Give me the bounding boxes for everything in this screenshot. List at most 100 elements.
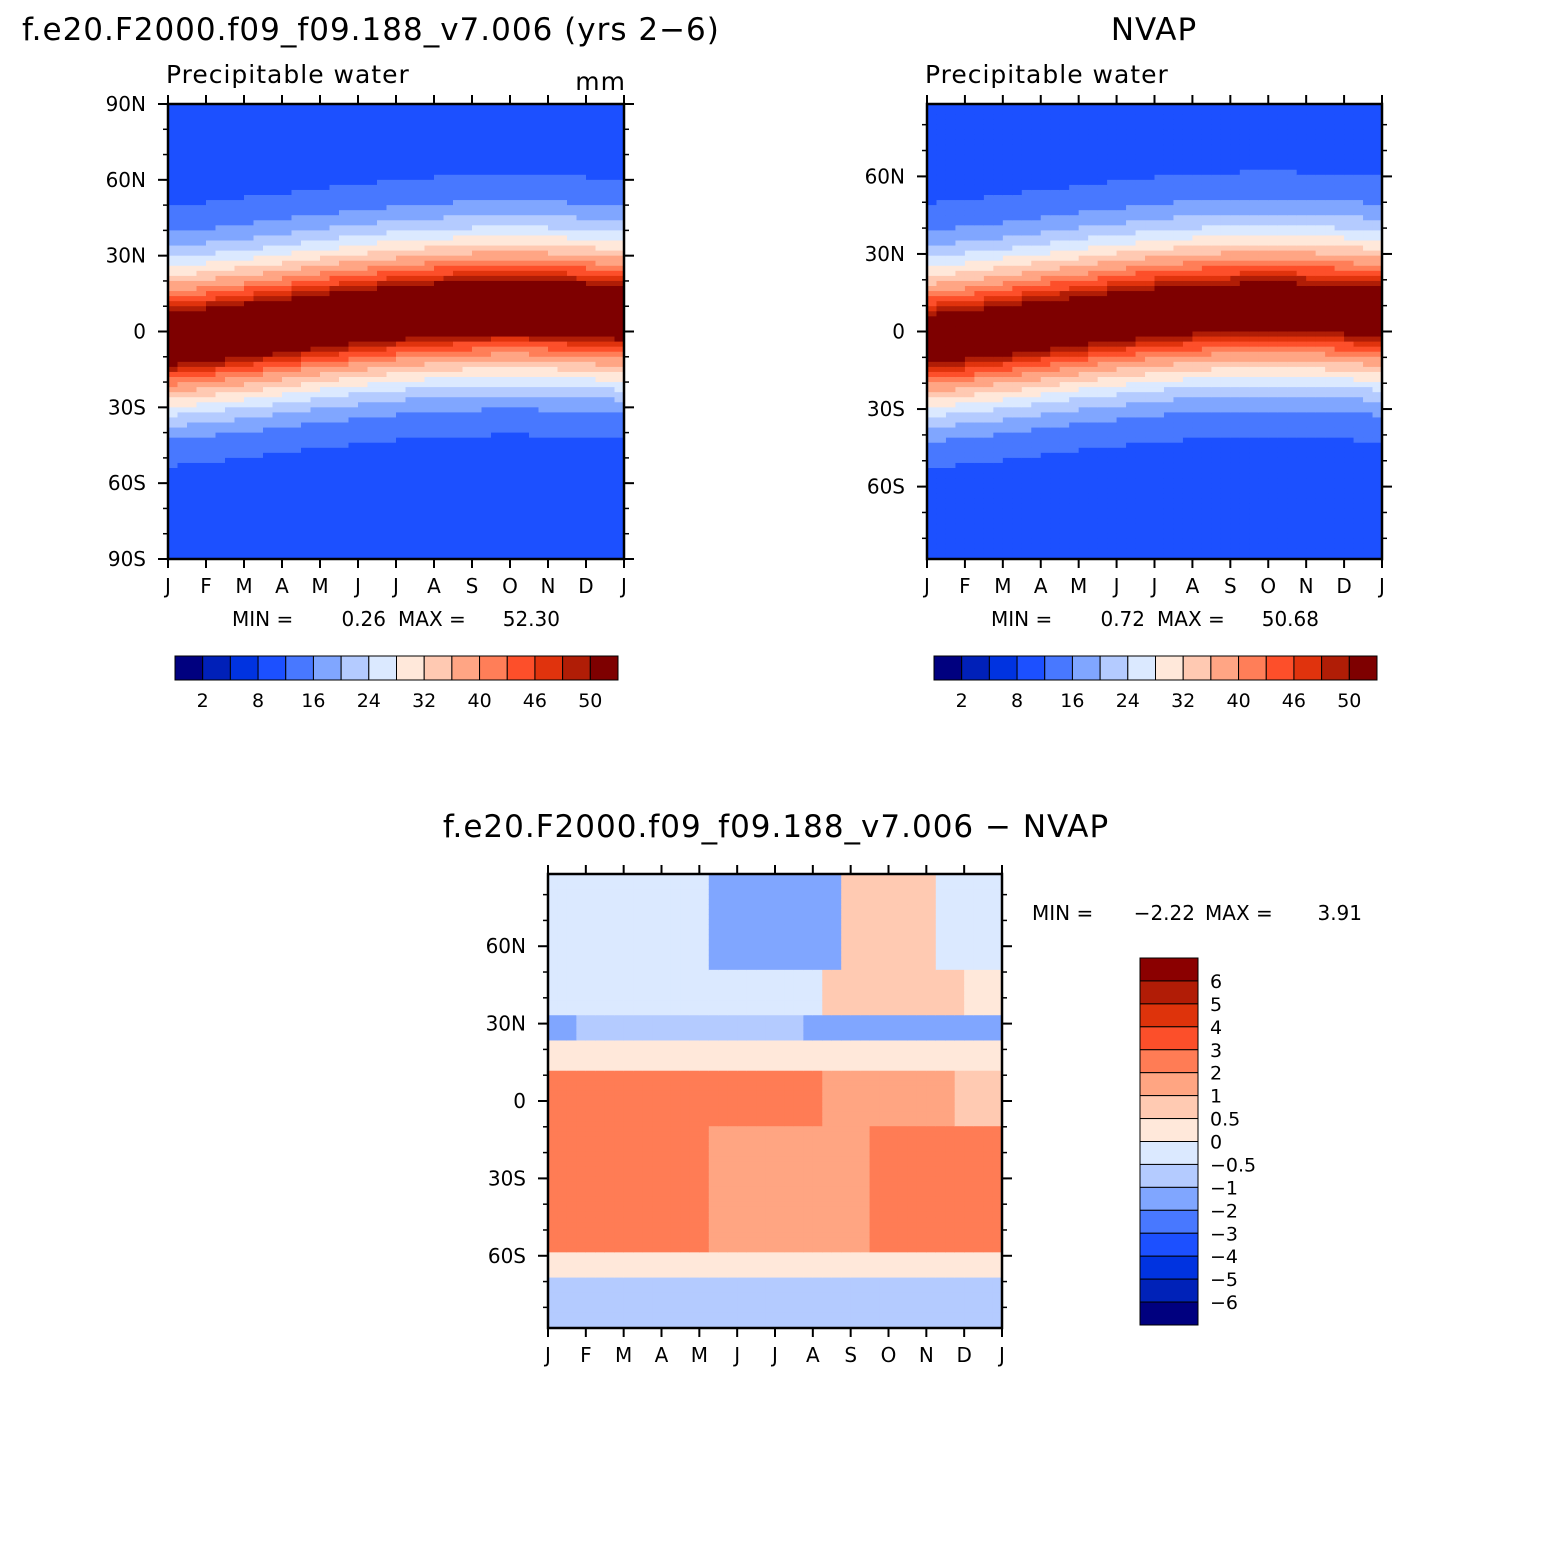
contour-cell <box>557 235 568 242</box>
contour-cell <box>405 291 416 297</box>
contour-cell <box>187 311 198 317</box>
contour-cell <box>348 230 359 237</box>
contour-cell <box>605 134 616 140</box>
contour-cell <box>955 195 966 201</box>
contour-cell <box>339 538 350 545</box>
contour-cell <box>168 513 179 520</box>
contour-cell <box>348 104 359 110</box>
contour-cell <box>367 291 378 297</box>
contour-cell <box>396 179 407 186</box>
contour-cell <box>177 548 188 555</box>
contour-cell <box>348 407 359 413</box>
contour-cell <box>936 205 947 211</box>
contour-cell <box>234 154 245 161</box>
contour-cell <box>481 195 492 201</box>
contour-cell <box>964 149 975 156</box>
contour-cell <box>557 154 568 161</box>
contour-cell <box>272 341 283 348</box>
contour-cell <box>500 164 511 171</box>
contour-cell <box>964 184 975 191</box>
contour-cell <box>529 124 540 130</box>
contour-cell <box>187 452 198 459</box>
contour-cell <box>576 503 587 510</box>
contour-cell <box>206 488 217 494</box>
contour-cell <box>282 452 293 459</box>
contour-cell <box>339 109 350 115</box>
contour-cell <box>263 240 274 247</box>
contour-cell <box>329 341 340 348</box>
contour-cell <box>272 528 283 535</box>
contour-cell <box>348 109 359 115</box>
contour-cell <box>253 149 264 156</box>
contour-cell <box>605 412 616 419</box>
contour-cell <box>424 104 435 110</box>
contour-cell <box>415 149 426 156</box>
contour-cell <box>253 321 264 328</box>
contour-cell <box>586 215 597 221</box>
contour-cell <box>614 442 624 449</box>
contour-cell <box>415 417 426 424</box>
contour-cell <box>453 210 464 216</box>
contour-cell <box>291 124 302 130</box>
contour-cell <box>567 200 578 206</box>
contour-cell <box>386 296 397 302</box>
contour-cell <box>548 316 559 322</box>
contour-cell <box>576 235 587 242</box>
contour-cell <box>567 265 578 272</box>
contour-cell <box>234 240 245 247</box>
contour-cell <box>291 139 302 146</box>
contour-cell <box>386 154 397 161</box>
contour-cell <box>955 336 966 343</box>
contour-cell <box>491 402 502 408</box>
contour-cell <box>234 382 245 388</box>
contour-cell <box>434 245 445 252</box>
contour-cell <box>415 270 426 277</box>
contour-cell <box>177 533 188 540</box>
contour-cell <box>605 114 616 120</box>
contour-cell <box>272 220 283 226</box>
contour-cell <box>301 331 312 338</box>
contour-cell <box>187 341 198 348</box>
contour-cell <box>405 503 416 510</box>
contour-cell <box>386 291 397 297</box>
contour-cell <box>310 179 321 186</box>
contour-cell <box>320 316 331 322</box>
contour-cell <box>215 164 226 171</box>
contour-cell <box>168 220 179 226</box>
contour-cell <box>177 316 188 322</box>
contour-cell <box>367 462 378 469</box>
contour-cell <box>481 316 492 322</box>
contour-cell <box>481 468 492 474</box>
contour-cell <box>945 351 957 358</box>
contour-cell <box>519 280 530 287</box>
contour-cell <box>291 387 302 393</box>
contour-cell <box>453 498 464 504</box>
contour-cell <box>386 402 397 408</box>
contour-cell <box>481 109 492 115</box>
contour-cell <box>945 184 957 191</box>
contour-cell <box>215 205 226 211</box>
contour-cell <box>234 523 245 530</box>
contour-cell <box>557 139 568 146</box>
contour-cell <box>472 548 483 555</box>
contour-cell <box>234 215 245 221</box>
contour-cell <box>614 457 624 464</box>
contour-cell <box>367 377 378 383</box>
contour-cell <box>396 144 407 151</box>
contour-cell <box>215 407 226 413</box>
contour-cell <box>576 402 587 408</box>
contour-cell <box>377 366 388 373</box>
contour-cell <box>396 468 407 474</box>
contour-cell <box>936 169 947 176</box>
contour-cell <box>358 220 369 226</box>
contour-cell <box>548 533 559 540</box>
contour-cell <box>206 402 217 408</box>
contour-cell <box>377 392 388 398</box>
contour-cell <box>557 260 568 267</box>
contour-cell <box>605 503 616 510</box>
contour-cell <box>386 260 397 267</box>
contour-cell <box>272 159 283 166</box>
contour-cell <box>234 306 245 312</box>
contour-cell <box>272 291 283 297</box>
contour-cell <box>529 280 540 287</box>
